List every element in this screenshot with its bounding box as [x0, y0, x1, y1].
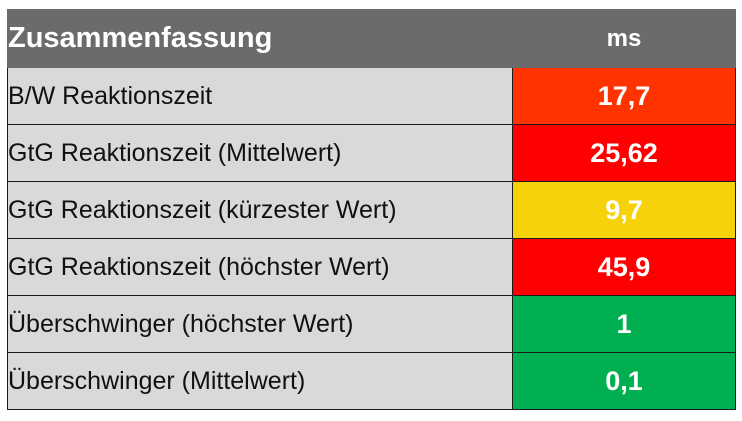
row-value: 17,7: [512, 67, 736, 125]
table-row: GtG Reaktionszeit (höchster Wert) 45,9: [7, 238, 736, 296]
row-value: 0,1: [512, 352, 736, 410]
row-value: 45,9: [512, 238, 736, 296]
header-title: Zusammenfassung: [7, 9, 513, 68]
header-row: Zusammenfassung ms: [7, 9, 736, 68]
table-row: GtG Reaktionszeit (kürzester Wert) 9,7: [7, 181, 736, 239]
row-label: B/W Reaktionszeit: [7, 67, 513, 125]
row-value: 25,62: [512, 124, 736, 182]
row-label: GtG Reaktionszeit (Mittelwert): [7, 124, 513, 182]
header-unit: ms: [512, 9, 736, 68]
table-row: GtG Reaktionszeit (Mittelwert) 25,62: [7, 124, 736, 182]
table-row: B/W Reaktionszeit 17,7: [7, 67, 736, 125]
row-label: Überschwinger (höchster Wert): [7, 295, 513, 353]
summary-table: Zusammenfassung ms B/W Reaktionszeit 17,…: [7, 9, 736, 410]
table-row: Überschwinger (Mittelwert) 0,1: [7, 352, 736, 410]
row-label: GtG Reaktionszeit (höchster Wert): [7, 238, 513, 296]
row-value: 1: [512, 295, 736, 353]
table-row: Überschwinger (höchster Wert) 1: [7, 295, 736, 353]
row-value: 9,7: [512, 181, 736, 239]
row-label: GtG Reaktionszeit (kürzester Wert): [7, 181, 513, 239]
row-label: Überschwinger (Mittelwert): [7, 352, 513, 410]
